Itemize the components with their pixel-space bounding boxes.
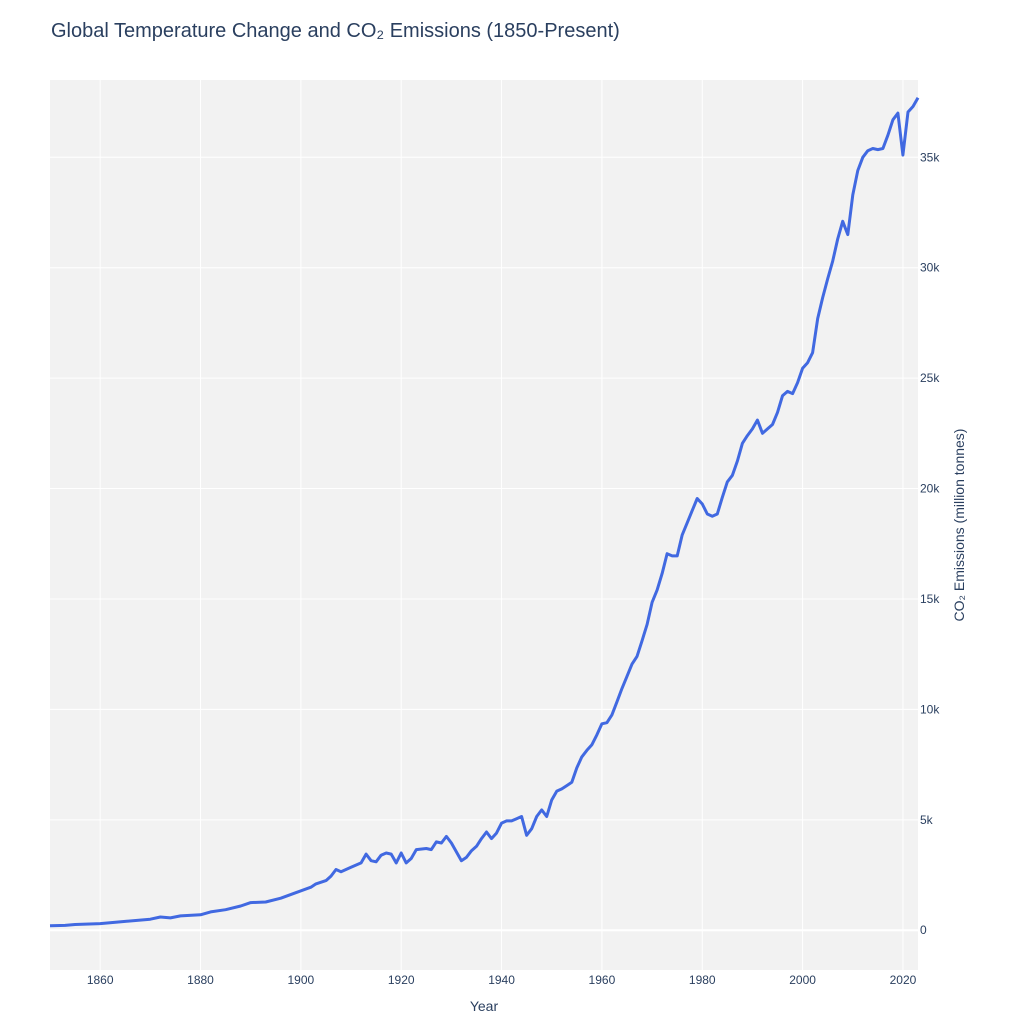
chart-title: Global Temperature Change and CO₂ Emissi… bbox=[51, 20, 620, 42]
x-axis-ticks: 1860 1880 1900 1920 1940 1960 1980 2000 2020 bbox=[87, 973, 917, 987]
x-tick-label: 1900 bbox=[288, 973, 315, 987]
y-tick-label: 20k bbox=[920, 482, 940, 496]
x-tick-label: 2000 bbox=[789, 973, 816, 987]
y-tick-label: 25k bbox=[920, 371, 940, 385]
y-tick-label: 10k bbox=[920, 702, 940, 716]
x-tick-label: 1860 bbox=[87, 973, 114, 987]
y-tick-label: 5k bbox=[920, 813, 934, 827]
x-tick-label: 2020 bbox=[890, 973, 917, 987]
y-axis-title: CO₂ Emissions (million tonnes) bbox=[951, 429, 967, 622]
y-tick-label: 30k bbox=[920, 261, 940, 275]
y-tick-label: 0 bbox=[920, 923, 927, 937]
co2-emissions-line bbox=[49, 96, 920, 928]
x-tick-label: 1920 bbox=[388, 973, 415, 987]
y-tick-label: 35k bbox=[920, 150, 940, 164]
x-tick-label: 1940 bbox=[488, 973, 515, 987]
series-layer bbox=[49, 96, 920, 928]
x-tick-label: 1960 bbox=[589, 973, 616, 987]
x-axis-title: Year bbox=[470, 998, 499, 1014]
x-tick-label: 1980 bbox=[689, 973, 716, 987]
x-tick-label: 1880 bbox=[187, 973, 214, 987]
y-axis-ticks: 0 5k 10k 15k 20k 25k 30k 35k bbox=[920, 150, 940, 937]
y-tick-label: 15k bbox=[920, 592, 940, 606]
grid-lines bbox=[50, 80, 918, 970]
plot-area bbox=[50, 80, 918, 970]
